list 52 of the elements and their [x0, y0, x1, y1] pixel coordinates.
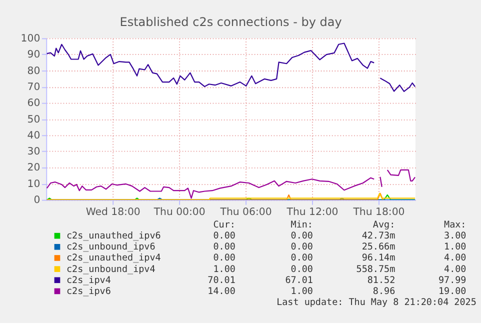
y-tick-label: 50 — [27, 114, 40, 126]
text: 3.00 — [444, 230, 466, 242]
text: Avg: — [372, 220, 396, 231]
text: 14.00 — [208, 286, 236, 297]
text: 8.96 — [372, 286, 396, 297]
text: 70.01 — [208, 274, 236, 286]
x-tick-label: Thu 12:00 — [286, 207, 338, 218]
y-tick-label: 100 — [20, 33, 40, 44]
legend-label: c2s_unbound_ipv4 — [66, 264, 156, 275]
text: Min: — [290, 220, 313, 231]
text: 4.00 — [444, 252, 466, 264]
y-tick-label: 10 — [27, 178, 40, 190]
text: 4.00 — [444, 264, 466, 275]
text: 97.99 — [438, 274, 466, 286]
legend-label: c2s_unauthed_ipv6 — [66, 230, 161, 242]
text: Last update: Thu May 8 21:20:04 2025 — [276, 297, 476, 308]
text: 42.73m — [362, 230, 396, 242]
y-tick-label: 0 — [34, 195, 40, 206]
legend-label: c2s_unauthed_ipv4 — [66, 252, 162, 264]
x-tick-label: Thu 00:00 — [152, 207, 206, 218]
text: 81.52 — [367, 274, 396, 286]
text: 0.00 — [290, 264, 313, 275]
x-tick-label: Wed 18:00 — [86, 207, 140, 218]
y-tick-label: 40 — [27, 130, 40, 142]
chart-title: Established c2s connections - by day — [120, 15, 342, 30]
y-tick-label: 70 — [27, 82, 40, 93]
text: 558.75m — [356, 264, 396, 275]
text: 0.00 — [290, 252, 313, 264]
text: Cur: — [213, 220, 236, 231]
text: Max: — [444, 220, 466, 231]
text: 25.66m — [362, 242, 396, 253]
text: 1.00 — [444, 242, 466, 253]
text: 0.00 — [213, 242, 236, 253]
text: 1.00 — [290, 286, 313, 297]
legend-label: c2s_unbound_ipv6 — [66, 242, 156, 253]
text: 0.00 — [290, 242, 313, 253]
text: 67.01 — [285, 274, 313, 286]
text: 96.14m — [362, 252, 396, 264]
legend-label: c2s_ipv6 — [66, 286, 111, 297]
text: 0.00 — [213, 230, 236, 242]
y-tick-label: 30 — [27, 146, 40, 158]
y-tick-label: 20 — [27, 162, 40, 174]
x-tick-label: Thu 06:00 — [219, 207, 272, 218]
y-tick-label: 80 — [27, 66, 40, 77]
y-tick-label: 60 — [27, 98, 40, 110]
text: 0.00 — [213, 252, 236, 264]
text: 1.00 — [213, 264, 236, 275]
text: 0.00 — [290, 230, 313, 242]
x-tick-label: Thu 18:00 — [352, 207, 405, 218]
legend-label: c2s_ipv4 — [66, 274, 112, 286]
y-tick-label: 90 — [27, 50, 40, 61]
text: 19.00 — [438, 286, 466, 297]
